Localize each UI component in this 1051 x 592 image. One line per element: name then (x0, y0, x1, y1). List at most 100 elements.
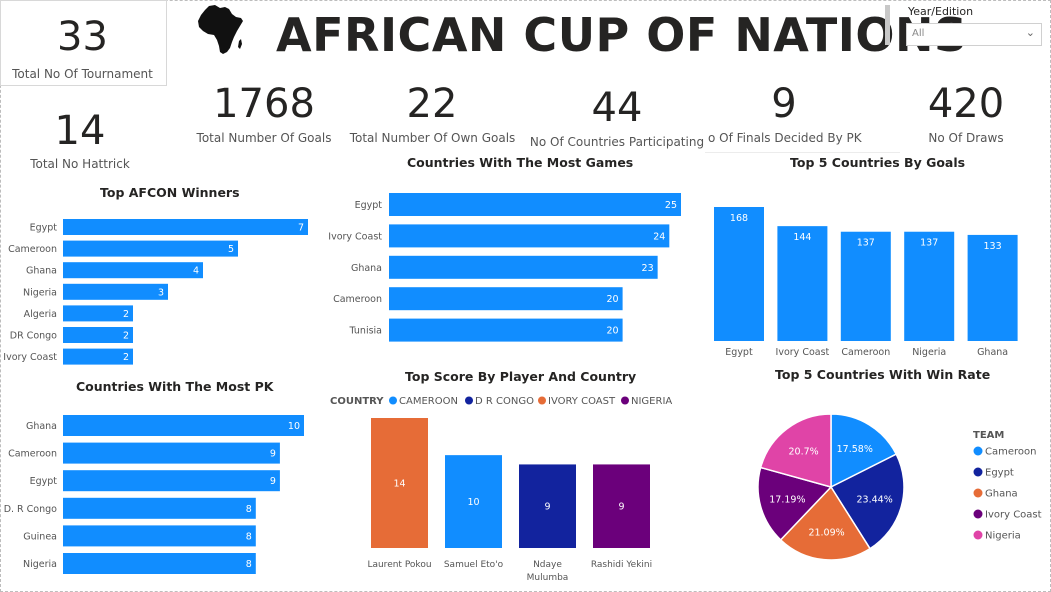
category-label: Ivory Coast (328, 231, 382, 242)
legend-label: Ivory Coast (985, 510, 1042, 521)
category-label: Egypt (30, 476, 58, 487)
legend-marker (389, 396, 397, 405)
kpi-countries-label: No Of Countries Participating (529, 135, 705, 149)
bar (777, 226, 828, 341)
data-label: 144 (793, 232, 811, 243)
category-label: Nigeria (23, 287, 57, 298)
bar (840, 231, 891, 341)
kpi-finals-pk-value: 9 (771, 81, 797, 127)
data-label: 8 (246, 559, 252, 570)
category-label: Cameroon (8, 244, 57, 255)
category-label: D. R Congo (4, 504, 57, 515)
category-label: Cameroon (841, 347, 890, 358)
bar (371, 418, 428, 548)
data-label: 25 (665, 200, 677, 211)
bar (714, 207, 764, 341)
chart-title-winrate: Top 5 Countries With Win Rate (775, 367, 991, 382)
data-label: 5 (228, 244, 234, 255)
category-label: Ghana (351, 263, 382, 274)
category-label: Ghana (26, 421, 57, 432)
legend-marker (465, 396, 473, 405)
legend-label: Egypt (985, 468, 1014, 479)
bar (63, 442, 280, 464)
africa-map-logo (198, 5, 243, 54)
category-label: Cameroon (333, 294, 382, 305)
pie-slice (830, 413, 898, 489)
bar (63, 262, 203, 279)
kpi-card-finals-pk (705, 80, 900, 153)
data-label: 3 (158, 287, 164, 298)
legend-label: CAMEROON (399, 396, 458, 407)
slice-label: 21.09% (808, 528, 844, 539)
kpi-draws-value: 420 (927, 81, 1005, 127)
data-label: 10 (467, 497, 479, 508)
bar (63, 470, 280, 492)
pie-slice (757, 466, 833, 541)
category-label: Cameroon (8, 449, 57, 460)
kpi-hattrick-label: Total No Hattrick (30, 157, 130, 171)
bar (63, 348, 133, 365)
data-label: 2 (123, 309, 129, 320)
bar (593, 464, 650, 548)
data-label: 7 (298, 223, 304, 234)
legend-label: Nigeria (985, 531, 1021, 542)
chart-top-goals: 168 Egypt 144 Ivory Coast 137 Cameroon 137 Nige… (714, 207, 1018, 358)
data-label: 2 (123, 331, 129, 342)
chevron-down-icon[interactable]: ⌄ (1025, 26, 1035, 39)
bar (967, 234, 1018, 341)
category-label: Laurent Pokou (367, 560, 431, 570)
bar (389, 318, 623, 342)
category-label: Samuel Eto'o (444, 560, 504, 570)
category-label: Egypt (355, 200, 383, 211)
legend-label: Ghana (985, 489, 1018, 500)
legend-label: IVORY COAST (548, 396, 616, 407)
kpi-own-goals-value: 22 (406, 81, 458, 127)
bar (63, 525, 256, 547)
slice-label: 17.58% (837, 444, 873, 455)
bar (445, 455, 502, 548)
year-edition-dropdown[interactable]: All ⌄ (906, 23, 1042, 46)
legend-label: D R CONGO (475, 396, 534, 407)
bar (63, 305, 133, 322)
slicer-accent-bar (885, 5, 890, 45)
category-label: Ivory Coast (3, 352, 57, 363)
category-label: Ghana (26, 266, 57, 277)
chart-win-rate: 17.58% 23.44% 21.09% 17.19% 20.7% TEAM Cameroo… (757, 413, 1042, 561)
kpi-hattrick-value: 14 (54, 108, 106, 154)
slicer-label: Year/Edition (908, 5, 974, 18)
data-label: 8 (246, 531, 252, 542)
slice-label: 20.7% (789, 446, 819, 457)
chart-top-afcon-winners: Egypt 7 Cameroon 5 Ghana 4 Nigeria 3 Algeria 2 DR … (3, 219, 308, 365)
category-label: Ndaye (533, 560, 562, 570)
category-label: Ghana (977, 347, 1008, 358)
legend-title: COUNTRY (330, 396, 384, 407)
category-label: Egypt (30, 223, 58, 234)
data-label: 14 (393, 479, 405, 490)
kpi-goals-label: Total Number Of Goals (196, 131, 332, 145)
chart-title-goals: Top 5 Countries By Goals (790, 155, 966, 170)
kpi-goals-value: 1768 (213, 81, 315, 127)
data-label: 137 (857, 238, 875, 249)
slice-label: 23.44% (857, 495, 893, 506)
legend-marker (973, 509, 983, 519)
kpi-countries-value: 44 (591, 85, 643, 131)
kpi-tournaments-value: 33 (57, 14, 108, 60)
data-label: 9 (270, 476, 276, 487)
chart-top-scorers: COUNTRY CAMEROON D R CONGO IVORY COAST NIGER… (330, 396, 672, 583)
chart-most-games: Egypt 25 Ivory Coast 24 Ghana 23 Cameroon 20 Tun… (328, 193, 681, 342)
category-label: Guinea (23, 531, 57, 542)
data-label: 23 (642, 263, 654, 274)
bar (63, 327, 133, 343)
pie-slice (779, 485, 872, 561)
data-label: 10 (288, 421, 300, 432)
category-label: Ivory Coast (776, 347, 830, 358)
bar (389, 287, 623, 311)
kpi-finals-pk-label: o Of Finals Decided By PK (708, 131, 862, 145)
pie-slice (759, 413, 832, 488)
data-label: 24 (653, 231, 665, 242)
bar (389, 255, 658, 279)
data-label: 9 (618, 502, 624, 513)
data-label: 4 (193, 266, 199, 277)
bar (63, 553, 256, 574)
data-label: 8 (246, 504, 252, 515)
